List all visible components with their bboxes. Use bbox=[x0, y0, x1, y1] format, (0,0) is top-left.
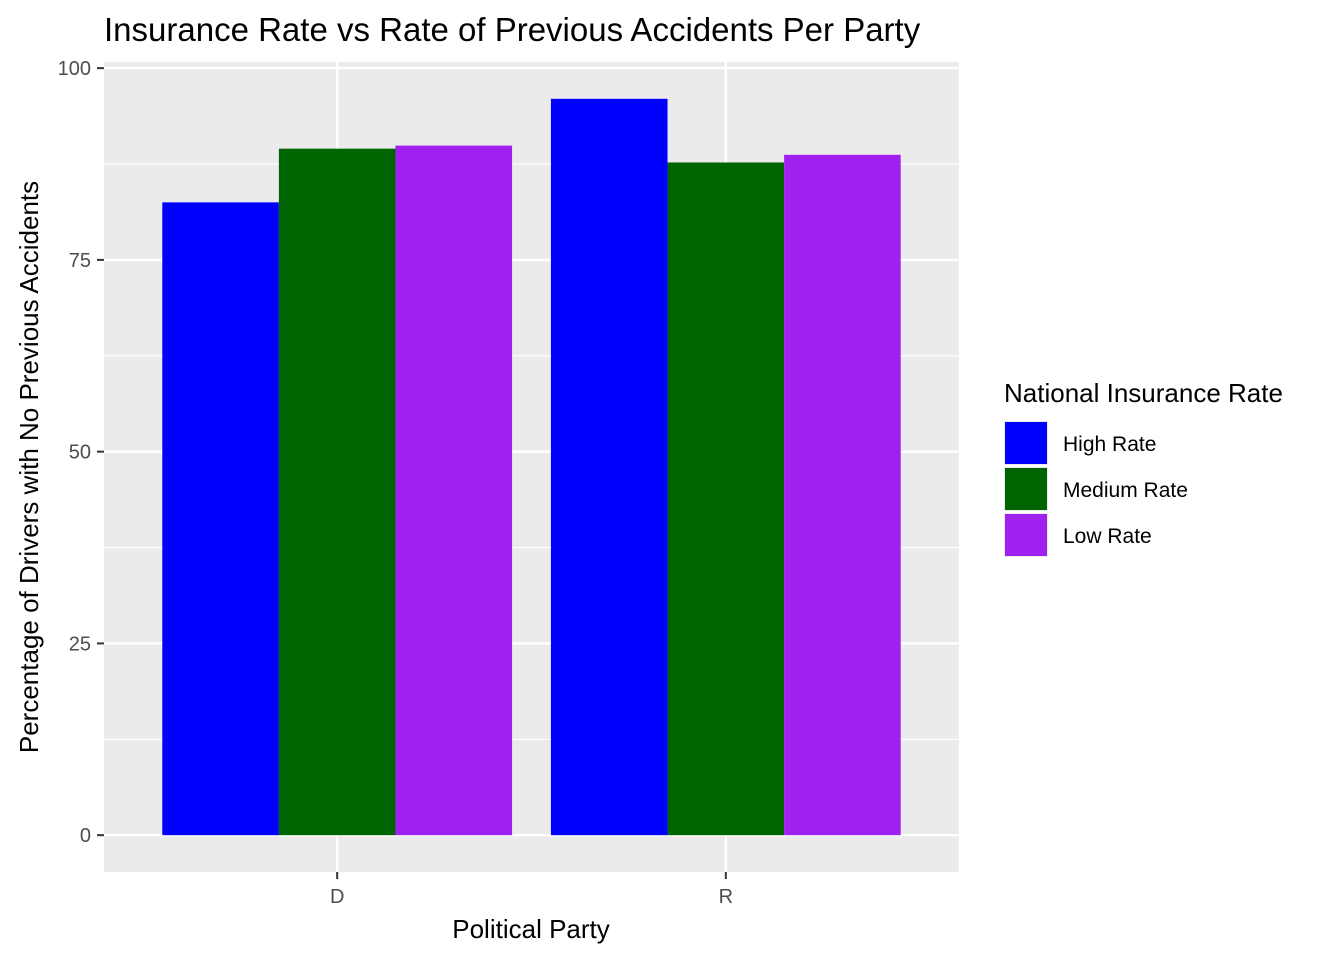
bar-low-rate-d bbox=[395, 145, 513, 836]
x-tick-label: D bbox=[330, 886, 344, 908]
legend-label: Low Rate bbox=[1063, 525, 1152, 548]
bar-high-rate-d bbox=[162, 202, 279, 836]
legend-title: National Insurance Rate bbox=[1004, 378, 1283, 408]
legend-label: High Rate bbox=[1063, 433, 1156, 456]
legend: National Insurance Rate High Rate Medium … bbox=[1004, 378, 1283, 557]
bar-high-rate-r bbox=[550, 98, 668, 836]
x-tick-label: R bbox=[719, 886, 733, 908]
legend-swatch bbox=[1005, 468, 1047, 510]
y-tick-label: 50 bbox=[69, 442, 91, 464]
legend-swatch bbox=[1005, 422, 1047, 464]
bar-medium-rate-d bbox=[278, 148, 396, 836]
x-axis-title: Political Party bbox=[452, 914, 610, 944]
legend-items: High Rate Medium Rate Low Rate bbox=[1004, 421, 1188, 557]
bar-low-rate-r bbox=[784, 154, 901, 836]
y-tick-label: 100 bbox=[58, 58, 91, 80]
legend-label: Medium Rate bbox=[1063, 479, 1188, 502]
y-tick-label: 75 bbox=[69, 250, 91, 272]
y-axis: 0 25 50 75 100 bbox=[58, 58, 104, 847]
chart-title: Insurance Rate vs Rate of Previous Accid… bbox=[104, 11, 921, 48]
y-tick-label: 25 bbox=[69, 633, 91, 655]
y-tick-label: 0 bbox=[80, 825, 91, 847]
legend-swatch bbox=[1005, 514, 1047, 556]
bars bbox=[162, 98, 901, 836]
y-axis-title: Percentage of Drivers with No Previous A… bbox=[14, 181, 44, 753]
bar-medium-rate-r bbox=[667, 162, 785, 836]
